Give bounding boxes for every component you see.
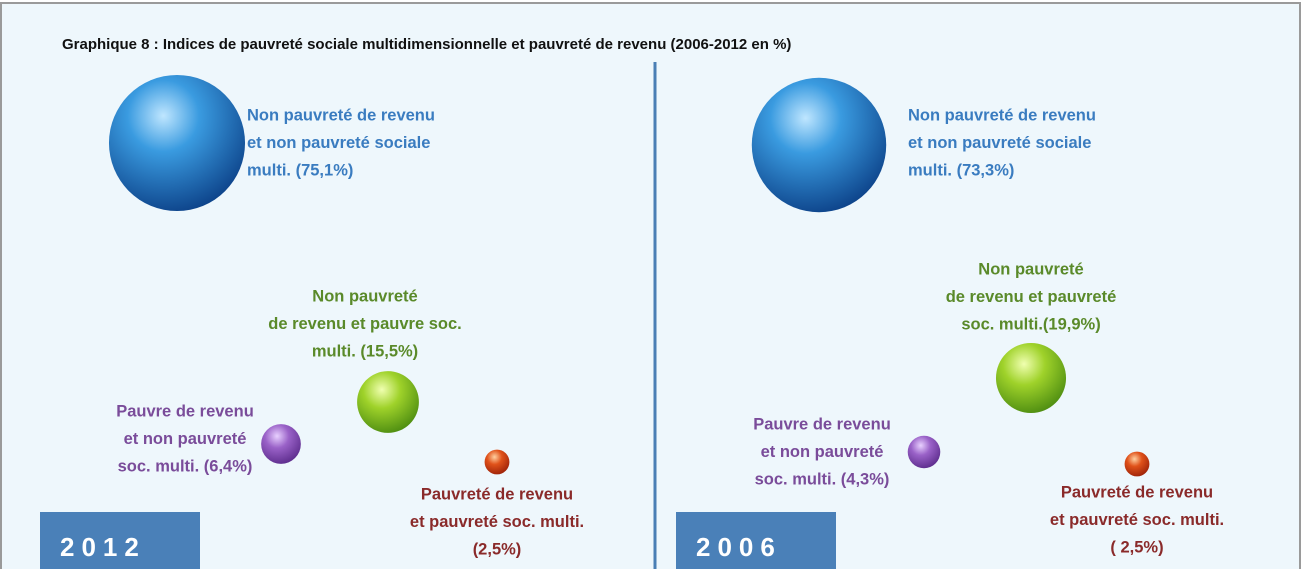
bubble-label: Pauvreté de revenu (1061, 483, 1213, 501)
bubble-label: multi. (15,5%) (312, 342, 418, 360)
bubble-label: et non pauvreté sociale (247, 134, 430, 152)
bubble (261, 424, 301, 464)
year-box (676, 512, 836, 569)
bubble-label: et non pauvreté (124, 430, 247, 448)
bubble-label: soc. multi. (6,4%) (118, 457, 253, 475)
bubble (995, 342, 1067, 414)
bubble-label: et pauvreté soc. multi. (1050, 511, 1224, 529)
bubble (751, 77, 887, 213)
bubble-label: Non pauvreté de revenu (247, 106, 435, 124)
bubble (108, 74, 246, 212)
bubble-label: Non pauvreté (312, 287, 417, 305)
year-label: 2006 (696, 532, 782, 562)
bubble-label: ( 2,5%) (1110, 538, 1163, 556)
year-box (40, 512, 200, 569)
bubble (1124, 451, 1150, 477)
bubble-label: Non pauvreté (978, 260, 1083, 278)
bubble-label: soc. multi.(19,9%) (961, 315, 1100, 333)
bubble (484, 449, 510, 475)
bubble-label: Non pauvreté de revenu (908, 106, 1096, 124)
bubble-label: Pauvre de revenu (116, 402, 254, 420)
bubble-label: soc. multi. (4,3%) (755, 470, 890, 488)
bubble-label: (2,5%) (473, 540, 522, 558)
bubble (357, 371, 419, 433)
bubble-label: et pauvreté soc. multi. (410, 513, 584, 531)
chart-title: Graphique 8 : Indices de pauvreté social… (62, 36, 791, 53)
bubble-label: de revenu et pauvre soc. (268, 315, 462, 333)
bubble-label: Pauvreté de revenu (421, 485, 573, 503)
bubble-label: Pauvre de revenu (753, 415, 891, 433)
year-label: 2012 (60, 532, 146, 562)
bubble-label: multi. (75,1%) (247, 161, 353, 179)
bubble (907, 435, 941, 469)
bubble-label: multi. (73,3%) (908, 161, 1014, 179)
bubble-label: de revenu et pauvreté (946, 288, 1117, 306)
bubble-label: et non pauvreté (761, 443, 884, 461)
bubble-label: et non pauvreté sociale (908, 134, 1091, 152)
